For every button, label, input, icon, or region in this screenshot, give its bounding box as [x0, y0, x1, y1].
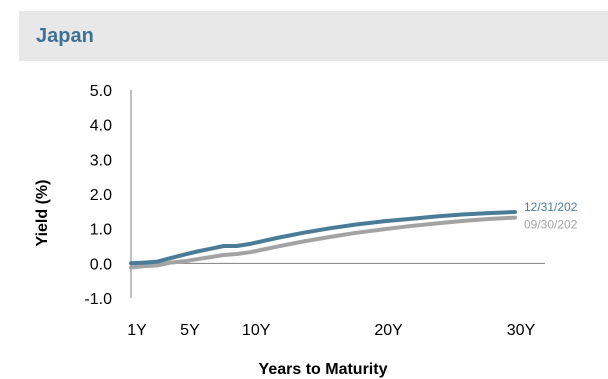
x-tick-label: 20Y [374, 322, 403, 339]
y-tick-label: 3.0 [90, 152, 112, 169]
x-tick-label: 5Y [180, 322, 200, 339]
y-tick-label: 5.0 [90, 83, 112, 100]
series-line [129, 215, 517, 270]
x-tick-label: 30Y [507, 322, 536, 339]
x-tick-label: 1Y [127, 322, 147, 339]
series-label: 12/31/202 [524, 200, 578, 214]
y-tick-label: 1.0 [90, 222, 112, 239]
y-tick-label: 0.0 [90, 256, 112, 273]
x-axis-label: Years to Maturity [259, 361, 388, 378]
y-tick-label: 4.0 [90, 118, 112, 135]
title-bar: Japan [19, 11, 608, 61]
x-tick-label: 10Y [242, 322, 271, 339]
chart-title: Japan [36, 25, 94, 47]
series-line [129, 210, 517, 266]
y-tick-label: -1.0 [84, 291, 112, 308]
y-tick-label: 2.0 [90, 187, 112, 204]
series-label: 09/30/202 [524, 218, 578, 232]
y-axis-label: Yield (%) [34, 180, 51, 247]
